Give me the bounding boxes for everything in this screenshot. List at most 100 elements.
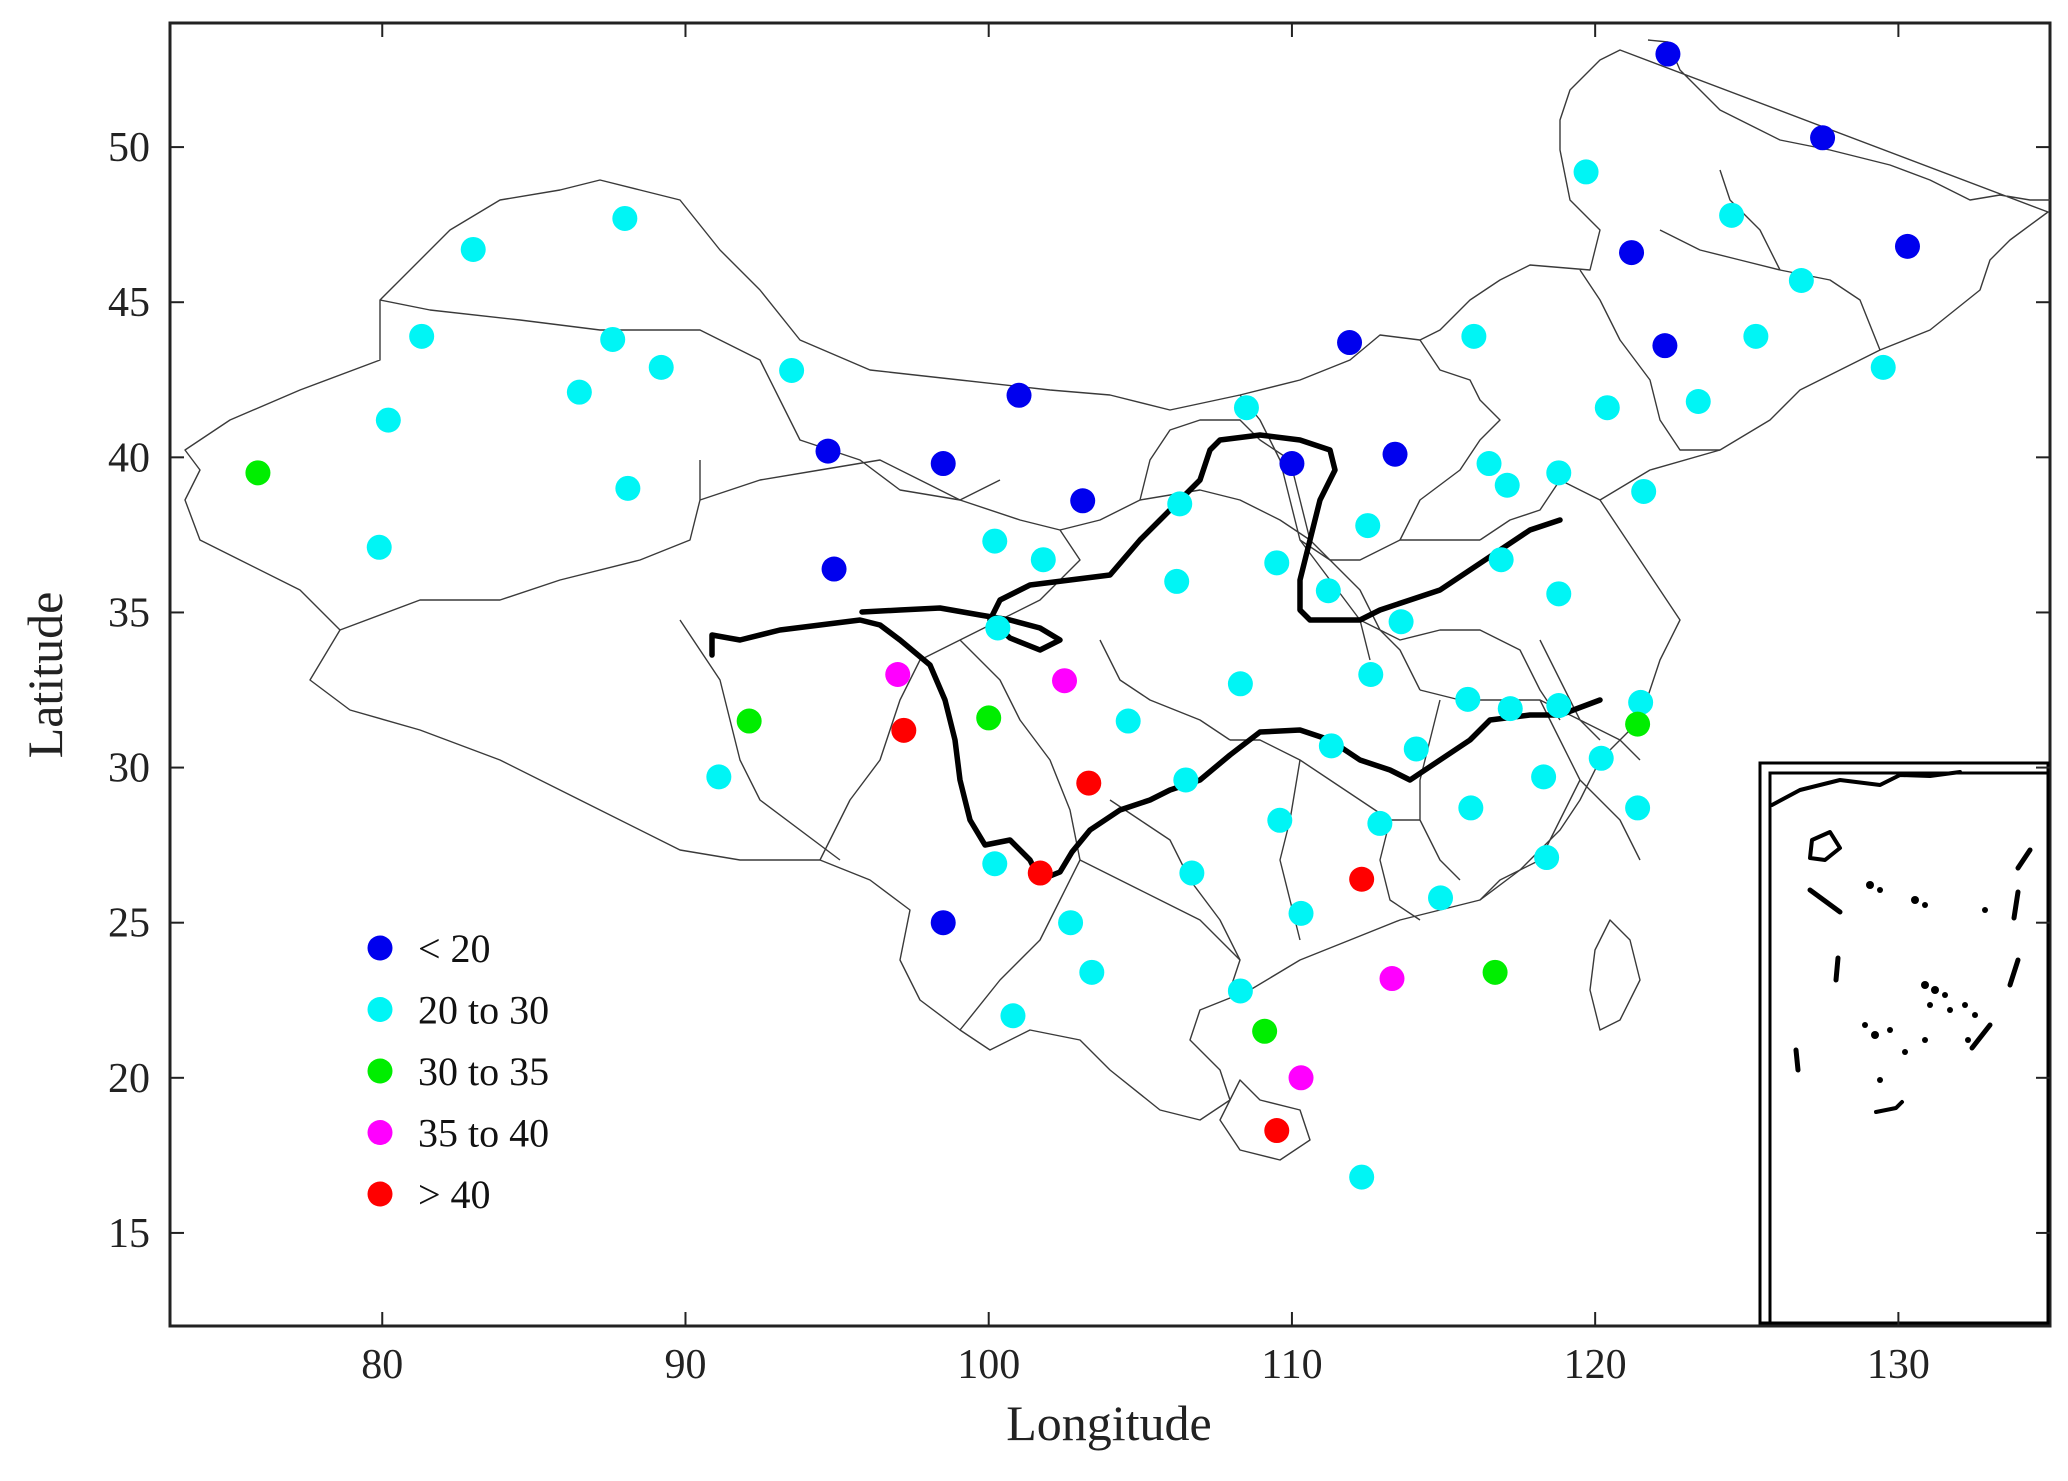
station-point xyxy=(600,326,626,352)
x-tick-label: 120 xyxy=(1564,1342,1627,1388)
station-point xyxy=(1318,733,1344,759)
station-point xyxy=(1058,910,1084,936)
legend-marker xyxy=(367,1181,393,1207)
station-point xyxy=(1403,736,1429,762)
x-tick-label: 90 xyxy=(664,1342,706,1388)
legend-marker xyxy=(367,1058,393,1084)
inset-south-china-sea xyxy=(1758,761,2050,1325)
station-point xyxy=(779,357,805,383)
station-point xyxy=(930,910,956,936)
station-point xyxy=(1006,382,1032,408)
rivers xyxy=(709,432,1603,883)
station-point xyxy=(1388,609,1414,635)
station-point xyxy=(1264,550,1290,576)
station-point xyxy=(1000,1003,1026,1029)
station-point xyxy=(245,460,271,486)
station-point xyxy=(566,379,592,405)
china-outline xyxy=(184,39,2050,1121)
station-point xyxy=(1631,478,1657,504)
station-point xyxy=(1079,959,1105,985)
station-point xyxy=(1337,330,1363,356)
station-point xyxy=(1652,333,1678,359)
station-point xyxy=(1358,662,1384,687)
station-point xyxy=(1494,472,1520,498)
y-tick-label: 15 xyxy=(108,1211,150,1257)
station-point xyxy=(1252,1018,1278,1044)
station-point xyxy=(1379,966,1405,992)
station-point xyxy=(1179,860,1205,886)
station-point xyxy=(982,528,1008,554)
station-point xyxy=(976,705,1002,731)
station-point xyxy=(375,407,401,433)
province-boundaries xyxy=(339,169,1881,1161)
station-point xyxy=(1719,202,1745,228)
station-points xyxy=(245,41,1920,1190)
station-point xyxy=(1685,388,1711,414)
legend-marker xyxy=(367,1120,393,1145)
station-point xyxy=(1476,451,1502,477)
station-point xyxy=(1531,764,1557,790)
station-point xyxy=(1743,323,1769,349)
station-point xyxy=(1588,745,1614,771)
y-tick-label: 20 xyxy=(108,1056,150,1102)
station-point xyxy=(366,534,392,560)
station-point xyxy=(1458,795,1484,821)
y-tick-label: 45 xyxy=(108,280,150,326)
station-point xyxy=(706,764,732,790)
x-tick-label: 80 xyxy=(361,1342,403,1388)
legend-marker xyxy=(367,935,393,961)
x-tick-label: 100 xyxy=(957,1342,1020,1388)
x-axis-title: Longitude xyxy=(1006,1395,1212,1451)
station-point xyxy=(1382,441,1408,467)
station-point xyxy=(460,236,486,262)
station-point xyxy=(1367,810,1393,836)
station-point xyxy=(982,851,1008,877)
legend-label: > 40 xyxy=(418,1172,491,1217)
station-point xyxy=(1625,711,1651,737)
legend-marker xyxy=(367,997,393,1022)
station-point xyxy=(1546,460,1572,486)
y-tick-label: 50 xyxy=(108,125,150,171)
station-point xyxy=(736,708,762,734)
x-tick-label: 110 xyxy=(1261,1342,1322,1388)
station-point xyxy=(1488,547,1514,573)
legend-label: 20 to 30 xyxy=(418,988,549,1033)
station-point xyxy=(1115,708,1141,734)
station-point xyxy=(1027,860,1053,886)
station-point xyxy=(1455,686,1481,712)
station-point xyxy=(985,615,1011,641)
station-point xyxy=(1288,900,1314,926)
station-point xyxy=(1482,959,1508,985)
station-point xyxy=(1167,491,1193,517)
station-point xyxy=(1288,1065,1314,1091)
station-point xyxy=(1030,547,1056,573)
station-point xyxy=(930,451,956,477)
station-point xyxy=(1052,668,1078,694)
station-point xyxy=(1349,866,1375,892)
station-point xyxy=(1655,41,1681,67)
station-point xyxy=(1625,795,1651,821)
station-point xyxy=(1164,568,1190,594)
station-point xyxy=(1546,581,1572,607)
station-point xyxy=(885,662,911,687)
y-tick-label: 30 xyxy=(108,746,150,792)
station-point xyxy=(1497,696,1523,722)
station-point xyxy=(648,354,674,380)
station-point xyxy=(821,556,847,582)
station-point xyxy=(1788,267,1814,293)
station-point xyxy=(1173,767,1199,793)
station-point xyxy=(1279,451,1305,477)
legend-label: 35 to 40 xyxy=(418,1111,549,1156)
yellow-river xyxy=(859,432,1563,653)
station-point xyxy=(1267,807,1293,833)
station-point xyxy=(1070,488,1096,514)
station-point xyxy=(1428,885,1454,911)
station-point xyxy=(1546,693,1572,719)
station-point xyxy=(615,475,641,501)
y-tick-label: 35 xyxy=(108,590,150,636)
station-point xyxy=(815,438,841,464)
y-tick-label: 40 xyxy=(108,435,150,481)
legend-label: 30 to 35 xyxy=(418,1049,549,1094)
x-tick-label: 130 xyxy=(1867,1342,1930,1388)
